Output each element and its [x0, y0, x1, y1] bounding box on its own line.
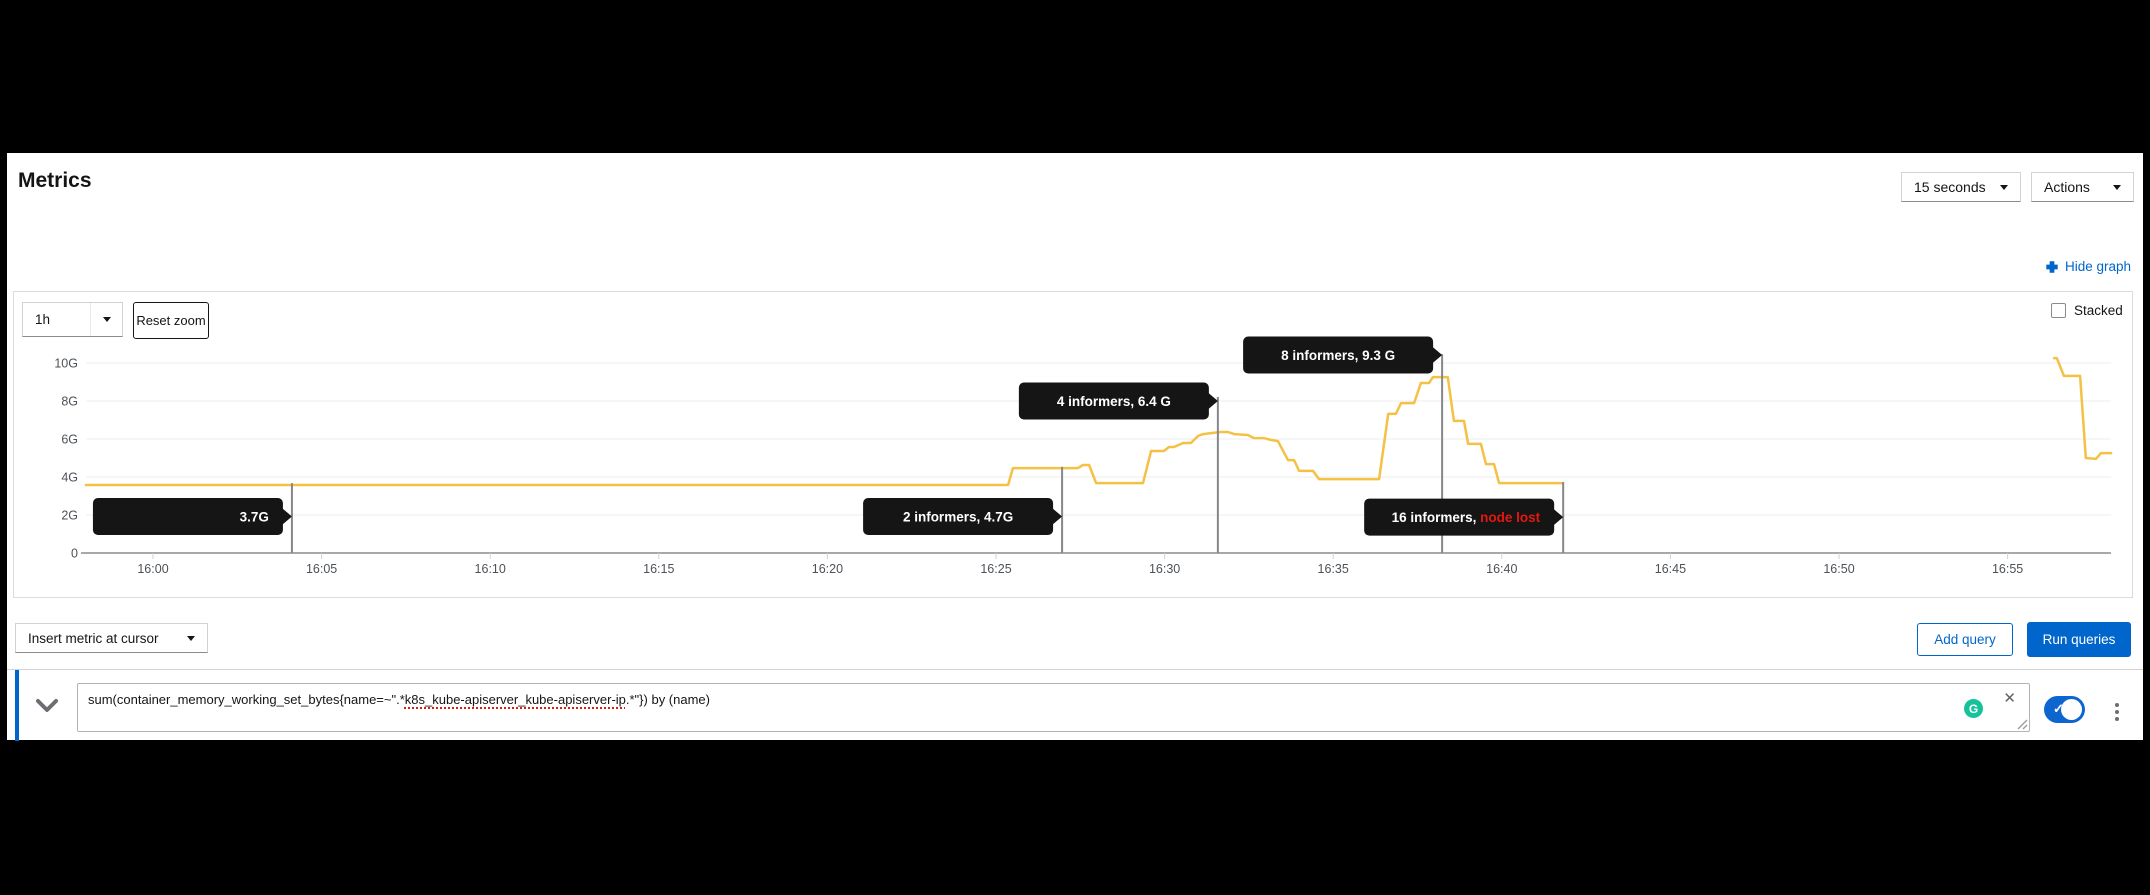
compress-icon: [2046, 260, 2058, 273]
chart-tooltip-label: 8 informers, 9.3 G: [1281, 348, 1395, 363]
chart-tooltip: [92, 498, 283, 536]
chart-tooltip-arrow: [281, 508, 292, 526]
chart-tooltip-label: 16 informers, node lost: [1392, 510, 1541, 525]
y-axis-tick-label: 0: [71, 547, 78, 561]
x-axis-tick-label: 16:35: [1318, 562, 1349, 576]
page-title: Metrics: [18, 169, 92, 192]
stacked-checkbox[interactable]: [2051, 303, 2066, 318]
x-axis-tick-label: 16:20: [812, 562, 843, 576]
y-axis-tick-label: 6G: [61, 433, 78, 447]
x-axis-tick-label: 16:40: [1486, 562, 1517, 576]
chart-tooltip-arrow: [1052, 508, 1063, 526]
caret-box: [90, 303, 122, 336]
add-query-label: Add query: [1934, 632, 1996, 647]
query-expression-text: sum(container_memory_working_set_bytes{n…: [88, 692, 405, 707]
y-axis-tick-label: 2G: [61, 509, 78, 523]
run-queries-button[interactable]: Run queries: [2027, 622, 2131, 657]
metric-line: [2052, 356, 2113, 461]
x-axis-tick-label: 16:00: [137, 562, 168, 576]
chart-tooltip-label: 4 informers, 6.4 G: [1057, 394, 1171, 409]
x-axis-tick-label: 16:25: [980, 562, 1011, 576]
close-icon[interactable]: ✕: [2003, 690, 2016, 707]
chart-tooltip-label: 3.7G: [240, 510, 269, 525]
y-axis-tick-label: 8G: [61, 395, 78, 409]
query-row: sum(container_memory_working_set_bytes{n…: [7, 669, 2143, 741]
time-range-value: 1h: [35, 312, 51, 327]
x-axis-tick-label: 16:30: [1149, 562, 1180, 576]
chart-tooltip-arrow: [1207, 392, 1218, 410]
add-query-button[interactable]: Add query: [1917, 623, 2013, 656]
stacked-control: Stacked: [2051, 303, 2123, 318]
hide-graph-label: Hide graph: [2064, 259, 2131, 274]
toggle-knob: [2061, 699, 2082, 720]
check-icon: ✓: [2053, 701, 2064, 716]
chart-tooltip-arrow: [1553, 508, 1564, 526]
metric-line: [84, 375, 1565, 487]
resize-handle-icon[interactable]: [2017, 719, 2028, 730]
insert-metric-select[interactable]: Insert metric at cursor: [15, 623, 208, 653]
query-expression-text: .*"}) by (name): [625, 692, 710, 707]
caret-down-icon: [187, 635, 195, 641]
graph-card: 0 2G 4G 6G 8G 10G 16:00 16:05 16:10 16:15 16:20 16:…: [13, 291, 2133, 598]
actions-dropdown[interactable]: Actions: [2031, 172, 2134, 202]
collapse-query-chevron-icon[interactable]: [35, 698, 59, 714]
run-queries-label: Run queries: [2042, 632, 2116, 647]
kebab-menu-button[interactable]: [2107, 697, 2127, 727]
x-axis-tick-label: 16:55: [1992, 562, 2023, 576]
time-range-select[interactable]: 1h: [22, 302, 123, 337]
x-axis-tick-label: 16:05: [306, 562, 337, 576]
y-axis-tick-label: 10G: [54, 357, 78, 371]
hide-graph-link[interactable]: Hide graph: [2045, 259, 2131, 274]
grammarly-icon[interactable]: G: [1964, 699, 1983, 718]
stacked-label: Stacked: [2074, 303, 2123, 318]
chart-tooltip: [1018, 382, 1209, 420]
x-axis-tick-label: 16:50: [1823, 562, 1854, 576]
chart-tooltip-label: 2 informers, 4.7G: [903, 510, 1013, 525]
metrics-panel: Metrics 15 seconds Actions Hide graph 0 2…: [7, 153, 2143, 741]
caret-down-icon: [2113, 184, 2121, 190]
insert-metric-label: Insert metric at cursor: [28, 630, 159, 646]
query-accent-bar: [15, 670, 19, 741]
caret-down-icon: [2000, 184, 2008, 190]
refresh-interval-value: 15 seconds: [1914, 179, 1986, 195]
x-axis-tick-label: 16:10: [475, 562, 506, 576]
actions-dropdown-label: Actions: [2044, 179, 2090, 195]
x-axis-tick-label: 16:15: [643, 562, 674, 576]
chart-tooltip: [1243, 336, 1434, 374]
memory-usage-chart[interactable]: 0 2G 4G 6G 8G 10G 16:00 16:05 16:10 16:15 16:20 16:…: [14, 292, 2134, 599]
chart-tooltip: [1364, 498, 1555, 536]
query-enabled-toggle[interactable]: ✓: [2044, 696, 2085, 723]
reset-zoom-label: Reset zoom: [136, 313, 206, 328]
chart-tooltip: [863, 498, 1054, 536]
refresh-interval-select[interactable]: 15 seconds: [1901, 172, 2021, 202]
query-expression-input[interactable]: sum(container_memory_working_set_bytes{n…: [77, 683, 2030, 732]
caret-down-icon: [102, 317, 111, 322]
chart-tooltip-arrow: [1432, 346, 1443, 364]
reset-zoom-button[interactable]: Reset zoom: [133, 302, 209, 339]
y-axis-tick-label: 4G: [61, 471, 78, 485]
query-expression-flagged-text: k8s_kube-apiserver_kube-apiserver-ip: [404, 692, 626, 707]
x-axis-tick-label: 16:45: [1655, 562, 1686, 576]
